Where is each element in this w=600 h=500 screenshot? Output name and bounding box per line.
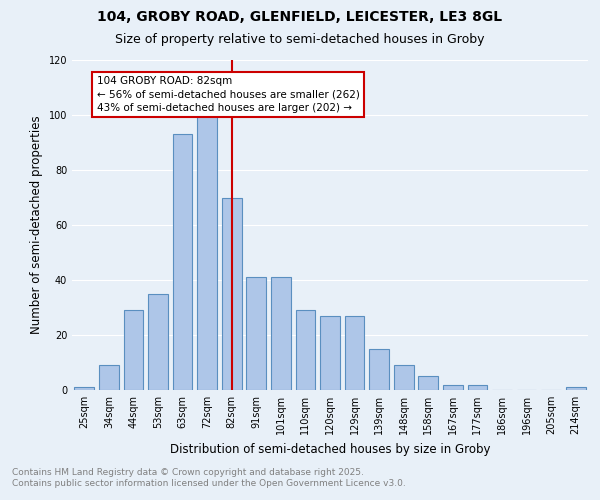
Bar — [124, 310, 143, 390]
Bar — [370, 349, 389, 390]
Text: Size of property relative to semi-detached houses in Groby: Size of property relative to semi-detach… — [115, 32, 485, 46]
Bar — [296, 310, 315, 390]
Bar — [173, 134, 193, 390]
Bar — [467, 384, 487, 390]
Text: Contains HM Land Registry data © Crown copyright and database right 2025.
Contai: Contains HM Land Registry data © Crown c… — [12, 468, 406, 487]
Y-axis label: Number of semi-detached properties: Number of semi-detached properties — [30, 116, 43, 334]
Bar — [566, 387, 586, 390]
Bar — [394, 365, 413, 390]
Bar — [345, 316, 364, 390]
Bar — [271, 277, 290, 390]
Text: 104, GROBY ROAD, GLENFIELD, LEICESTER, LE3 8GL: 104, GROBY ROAD, GLENFIELD, LEICESTER, L… — [97, 10, 503, 24]
Bar — [418, 376, 438, 390]
X-axis label: Distribution of semi-detached houses by size in Groby: Distribution of semi-detached houses by … — [170, 442, 490, 456]
Bar — [443, 384, 463, 390]
Bar — [99, 365, 119, 390]
Bar — [197, 112, 217, 390]
Text: 104 GROBY ROAD: 82sqm
← 56% of semi-detached houses are smaller (262)
43% of sem: 104 GROBY ROAD: 82sqm ← 56% of semi-deta… — [97, 76, 359, 113]
Bar — [74, 387, 94, 390]
Bar — [148, 294, 168, 390]
Bar — [320, 316, 340, 390]
Bar — [222, 198, 242, 390]
Bar — [247, 277, 266, 390]
